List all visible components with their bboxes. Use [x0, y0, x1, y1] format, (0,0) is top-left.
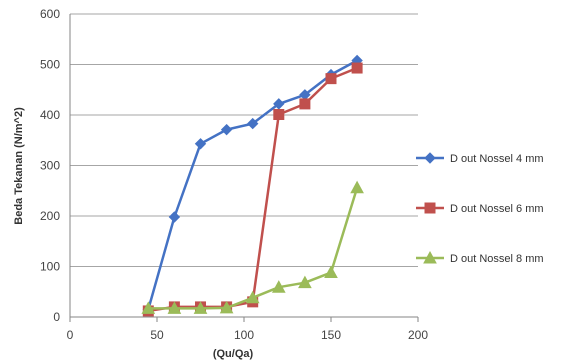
y-tick-label: 500 — [40, 58, 60, 72]
y-tick-label: 600 — [40, 7, 60, 21]
legend: D out Nossel 4 mm D out Nossel 6 mm D out … — [416, 152, 544, 265]
series-lines — [141, 54, 364, 317]
series-line — [147, 59, 358, 310]
y-tick-label: 300 — [40, 159, 60, 173]
x-tick-label: 50 — [150, 328, 164, 342]
legend-item-3: D out Nossel 8 mm — [416, 250, 544, 265]
data-point — [273, 98, 285, 110]
data-point — [350, 180, 364, 194]
legend-item-2: D out Nossel 6 mm — [416, 202, 544, 215]
legend-label: D out Nossel 6 mm — [450, 203, 544, 215]
x-tick-label: 100 — [234, 328, 254, 342]
data-point — [299, 98, 311, 110]
x-tick-label: 150 — [321, 328, 341, 342]
legend-label: D out Nossel 8 mm — [450, 253, 544, 265]
data-point — [141, 301, 156, 314]
series-3 — [141, 180, 364, 314]
data-point — [194, 138, 207, 150]
data-point — [219, 300, 234, 314]
x-axis-title: (Qu/Qa) — [213, 348, 254, 360]
data-point — [168, 211, 181, 223]
data-point — [273, 108, 285, 120]
y-tick-label: 100 — [40, 260, 60, 274]
y-tick-label: 0 — [53, 310, 60, 324]
y-tick-label: 200 — [40, 209, 60, 223]
data-point — [220, 123, 233, 136]
data-point — [193, 301, 208, 314]
data-point — [167, 301, 182, 314]
legend-swatch-marker — [424, 152, 436, 164]
data-point — [298, 275, 312, 289]
data-point — [324, 265, 338, 279]
legend-swatch-marker — [424, 202, 436, 214]
legend-swatch-marker — [423, 250, 437, 264]
y-tick-label: 400 — [40, 108, 60, 122]
data-point — [325, 73, 337, 85]
x-tick-label: 200 — [408, 328, 428, 342]
legend-label: D out Nossel 4 mm — [450, 153, 544, 165]
axes: 0 100 200 300 400 500 600 0 50 100 150 200 — [40, 7, 428, 342]
data-point — [246, 117, 259, 130]
y-axis-title: Beda Tekanan (N/m^2) — [13, 107, 25, 225]
gridlines — [70, 13, 418, 267]
legend-item-1: D out Nossel 4 mm — [416, 152, 544, 165]
data-point — [245, 290, 260, 304]
data-point — [351, 62, 363, 74]
x-tick-label: 0 — [67, 328, 74, 342]
data-point — [271, 280, 286, 293]
